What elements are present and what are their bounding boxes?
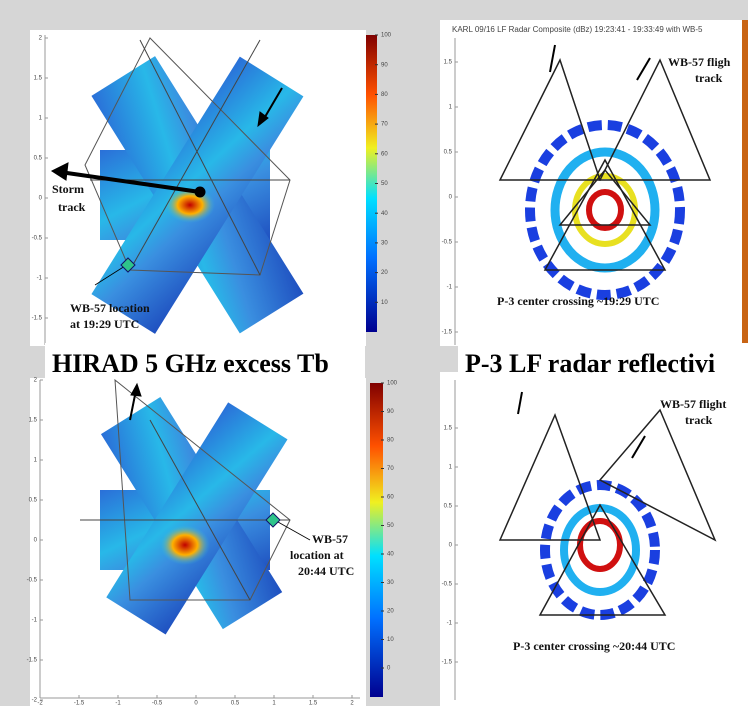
y-tick-label: 1.5 <box>34 76 43 82</box>
annotation: WB-57 <box>312 532 348 546</box>
colorbar-tick-label: 20 <box>387 609 394 615</box>
annotation: P-3 center crossing ~20:44 UTC <box>513 639 675 653</box>
annotation: track <box>685 413 713 427</box>
annotation: Storm <box>52 182 84 196</box>
x-tick-label: -2 <box>37 701 43 706</box>
y-tick-label: -1.5 <box>442 660 453 666</box>
colorbar-tick-label: 90 <box>381 62 388 68</box>
annotation: WB-57 flight <box>660 397 726 411</box>
x-tick-label: 1.5 <box>309 701 318 706</box>
annotation: location at <box>290 548 344 562</box>
panel-title: P-3 LF radar reflectivi <box>465 349 715 378</box>
y-tick-label: 1.5 <box>29 418 38 424</box>
edge-strip <box>742 20 748 350</box>
x-tick-label: 0.5 <box>231 701 240 706</box>
colorbar-tick-label: 30 <box>387 580 394 586</box>
colorbar-tick-label: 90 <box>387 409 394 415</box>
y-tick-label: -1 <box>37 276 43 282</box>
y-tick-label: 0.5 <box>34 156 43 162</box>
colorbar-tick-label: 40 <box>381 211 388 217</box>
colorbar-tick-label: 60 <box>381 151 388 157</box>
y-tick-label: -0.5 <box>442 582 453 588</box>
y-tick-label: 1.5 <box>444 426 453 432</box>
colorbar-tick-label: 0 <box>387 666 391 672</box>
colorbar-tick-label: 100 <box>381 33 392 39</box>
y-tick-label: -1.5 <box>442 330 453 336</box>
x-tick-label: -1 <box>115 701 121 706</box>
y-tick-label: -1 <box>447 285 453 291</box>
colorbar-tick-label: 70 <box>381 122 388 128</box>
colorbar-tick-label: 60 <box>387 495 394 501</box>
y-tick-label: 1.5 <box>444 60 453 66</box>
annotation: 20:44 UTC <box>298 564 354 578</box>
colorbar-tick-label: 50 <box>387 523 394 529</box>
y-tick-label: -1.5 <box>32 316 43 322</box>
colorbar-tick-label: 80 <box>387 438 394 444</box>
slide: HIRAD 5 GHz excess Tb P-3 LF radar refle… <box>0 0 748 706</box>
colorbar-tick-label: 10 <box>387 637 394 643</box>
colorbar-tick-label: 40 <box>387 552 394 558</box>
colorbar-tick-label: 20 <box>381 270 388 276</box>
colorbar-tick-label: 80 <box>381 92 388 98</box>
y-tick-label: 0.5 <box>29 498 38 504</box>
annotation: P-3 center crossing ~19:29 UTC <box>497 294 659 308</box>
colorbar-tick-label: 10 <box>381 300 388 306</box>
y-tick-label: 0.5 <box>444 150 453 156</box>
y-tick-label: -0.5 <box>442 240 453 246</box>
y-tick-label: -1 <box>32 618 38 624</box>
panel-title: HIRAD 5 GHz excess Tb <box>52 349 329 378</box>
colorbar-tick-label: 70 <box>387 466 394 472</box>
panel-header: KARL 09/16 LF Radar Composite (dBz) 19:2… <box>452 25 703 34</box>
y-tick-label: -0.5 <box>32 236 43 242</box>
colorbar-tick-label: 100 <box>387 381 398 387</box>
x-tick-label: -0.5 <box>152 701 163 706</box>
annotation: track <box>695 71 723 85</box>
colorbar <box>370 383 383 697</box>
y-tick-label: -1 <box>447 621 453 627</box>
annotation: at 19:29 UTC <box>70 317 139 331</box>
y-tick-label: 0.5 <box>444 504 453 510</box>
colorbar-tick-label: 50 <box>381 181 388 187</box>
y-tick-label: -0.5 <box>27 578 38 584</box>
x-tick-label: -1.5 <box>74 701 85 706</box>
y-tick-label: -1.5 <box>27 658 38 664</box>
annotation: track <box>58 200 86 214</box>
colorbar-tick-label: 30 <box>381 240 388 246</box>
annotation: WB-57 location <box>70 301 150 315</box>
annotation: WB-57 fligh <box>668 55 731 69</box>
